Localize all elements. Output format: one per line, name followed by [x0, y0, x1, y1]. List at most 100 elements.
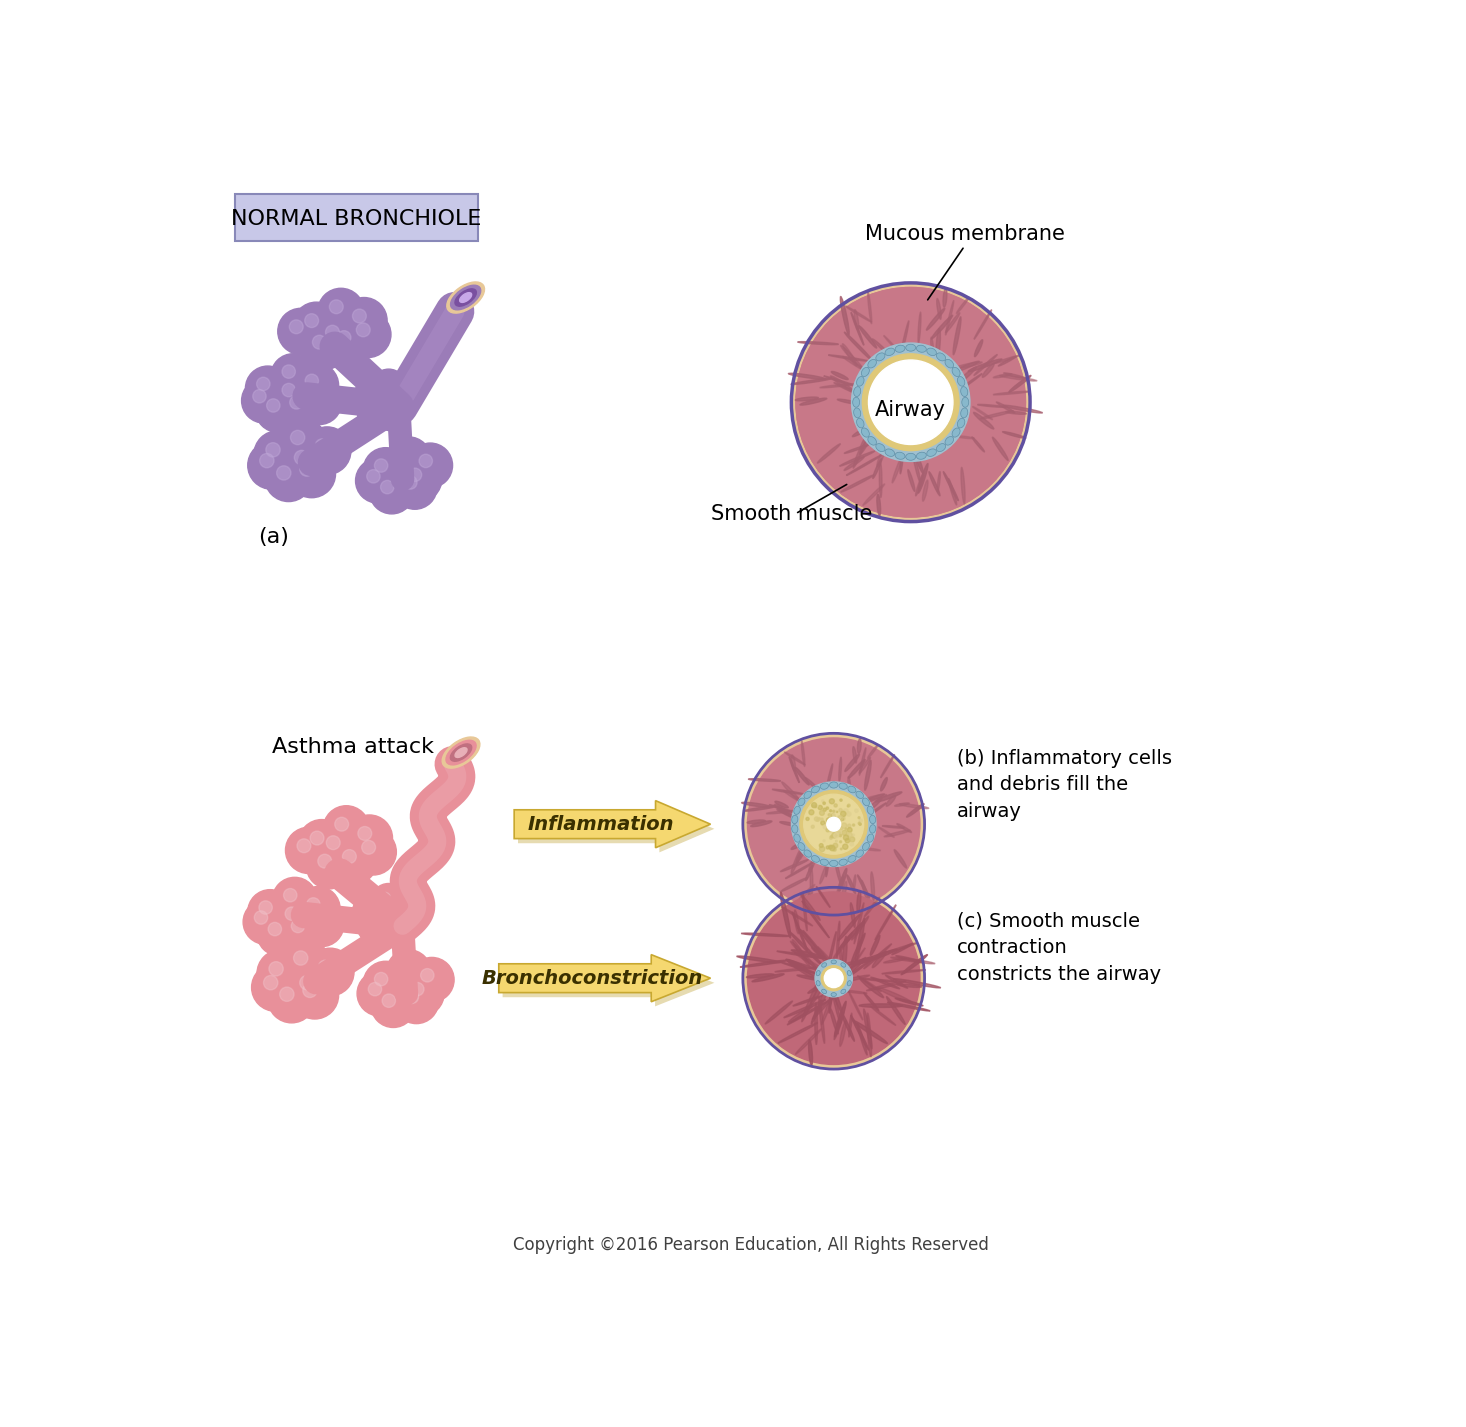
- Ellipse shape: [817, 886, 830, 908]
- Circle shape: [834, 819, 836, 822]
- Ellipse shape: [831, 993, 837, 996]
- Circle shape: [383, 995, 396, 1007]
- Ellipse shape: [954, 362, 982, 368]
- Ellipse shape: [818, 985, 828, 1010]
- Circle shape: [271, 354, 315, 398]
- Ellipse shape: [913, 448, 924, 474]
- Ellipse shape: [937, 352, 946, 361]
- Ellipse shape: [828, 979, 833, 1013]
- Ellipse shape: [875, 905, 896, 940]
- Ellipse shape: [787, 1000, 828, 1025]
- Circle shape: [421, 969, 434, 982]
- Ellipse shape: [853, 1020, 887, 1043]
- Ellipse shape: [881, 755, 894, 778]
- Circle shape: [831, 822, 836, 826]
- Ellipse shape: [796, 846, 806, 863]
- Ellipse shape: [837, 958, 866, 982]
- Ellipse shape: [841, 963, 846, 968]
- Circle shape: [384, 381, 421, 417]
- Circle shape: [403, 475, 416, 489]
- Ellipse shape: [1006, 411, 1026, 414]
- Ellipse shape: [748, 821, 765, 823]
- Ellipse shape: [992, 437, 1009, 461]
- Ellipse shape: [918, 313, 921, 342]
- Circle shape: [257, 950, 305, 997]
- Circle shape: [352, 310, 366, 323]
- Ellipse shape: [841, 948, 865, 983]
- Ellipse shape: [852, 916, 869, 940]
- Ellipse shape: [883, 826, 905, 828]
- Circle shape: [837, 823, 840, 826]
- Ellipse shape: [875, 352, 885, 361]
- Circle shape: [812, 802, 817, 808]
- Circle shape: [331, 838, 377, 885]
- Circle shape: [371, 370, 406, 404]
- Circle shape: [280, 908, 325, 953]
- Circle shape: [840, 832, 841, 833]
- Ellipse shape: [946, 313, 960, 332]
- Circle shape: [833, 822, 834, 825]
- Ellipse shape: [855, 903, 863, 943]
- Ellipse shape: [863, 484, 884, 505]
- Ellipse shape: [819, 783, 828, 789]
- Ellipse shape: [831, 989, 840, 1023]
- Ellipse shape: [802, 979, 819, 1022]
- Ellipse shape: [780, 859, 808, 872]
- Ellipse shape: [994, 374, 1012, 378]
- Ellipse shape: [852, 427, 869, 437]
- Circle shape: [346, 815, 393, 860]
- Circle shape: [380, 892, 390, 903]
- Ellipse shape: [799, 929, 821, 956]
- Circle shape: [350, 829, 396, 875]
- Ellipse shape: [868, 803, 887, 816]
- Ellipse shape: [866, 980, 906, 990]
- Circle shape: [358, 826, 372, 841]
- Circle shape: [833, 826, 836, 829]
- Circle shape: [840, 841, 841, 843]
- Ellipse shape: [809, 980, 825, 1006]
- Circle shape: [352, 381, 388, 417]
- Ellipse shape: [830, 782, 839, 788]
- Circle shape: [821, 966, 846, 990]
- Ellipse shape: [831, 983, 841, 1013]
- Ellipse shape: [863, 993, 878, 1010]
- Circle shape: [828, 845, 833, 849]
- Ellipse shape: [795, 910, 799, 933]
- Ellipse shape: [798, 842, 805, 850]
- Ellipse shape: [855, 918, 865, 963]
- Ellipse shape: [786, 959, 827, 973]
- Ellipse shape: [793, 833, 800, 842]
- Ellipse shape: [878, 987, 912, 1003]
- Circle shape: [833, 826, 834, 828]
- Ellipse shape: [856, 791, 863, 799]
- Circle shape: [290, 972, 339, 1019]
- Circle shape: [314, 314, 361, 360]
- Circle shape: [830, 836, 833, 839]
- Ellipse shape: [869, 815, 875, 823]
- Circle shape: [387, 437, 431, 481]
- Ellipse shape: [969, 360, 1001, 371]
- Ellipse shape: [798, 885, 815, 902]
- Ellipse shape: [812, 987, 841, 1019]
- Ellipse shape: [780, 892, 790, 938]
- Circle shape: [315, 440, 330, 454]
- Ellipse shape: [841, 960, 871, 980]
- Ellipse shape: [931, 337, 934, 355]
- Circle shape: [743, 888, 925, 1069]
- Ellipse shape: [837, 922, 840, 958]
- Ellipse shape: [454, 748, 468, 758]
- Ellipse shape: [789, 1006, 812, 1022]
- Circle shape: [265, 442, 280, 457]
- Circle shape: [299, 462, 314, 477]
- Ellipse shape: [789, 756, 799, 783]
- Ellipse shape: [880, 462, 883, 498]
- Circle shape: [827, 818, 840, 831]
- Ellipse shape: [847, 856, 856, 862]
- Ellipse shape: [872, 338, 891, 357]
- Ellipse shape: [906, 803, 924, 818]
- Circle shape: [821, 821, 825, 825]
- Circle shape: [847, 828, 852, 832]
- Ellipse shape: [784, 752, 805, 765]
- Ellipse shape: [781, 906, 812, 926]
- Circle shape: [841, 831, 847, 835]
